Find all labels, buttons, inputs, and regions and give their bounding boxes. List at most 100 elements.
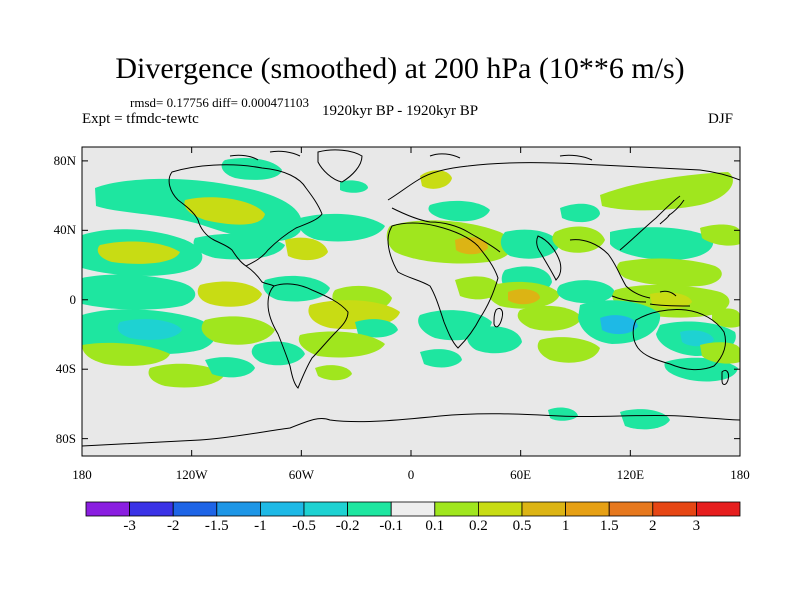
map-title: Divergence (smoothed) at 200 hPa (10**6 … <box>115 52 685 85</box>
anomaly-blob <box>251 341 305 366</box>
anomaly-blob <box>197 281 262 307</box>
axis-ticks <box>81 147 741 456</box>
coastline-indonesia <box>611 290 691 307</box>
coastline-southeast-asia <box>569 239 651 299</box>
coastline-australia <box>632 309 727 371</box>
anomaly-blob <box>201 316 275 345</box>
anomaly-blob <box>315 365 352 381</box>
coastline-madagascar <box>493 307 503 328</box>
anomaly-blob <box>117 319 182 340</box>
colorbar-swatch <box>565 501 610 517</box>
coastline-europe-asia <box>387 162 740 201</box>
coastline-arctic-islands <box>229 150 593 161</box>
anomaly-blob <box>221 158 282 180</box>
anomaly-blob <box>700 342 740 364</box>
x-tick-label: 180 <box>72 467 92 482</box>
anomaly-blob <box>82 342 170 366</box>
colorbar-swatch <box>172 501 218 517</box>
colorbar-swatch <box>216 501 261 517</box>
coastline-antarctica <box>82 413 740 447</box>
anomaly-blob <box>82 274 196 310</box>
coastline-central-america <box>245 265 275 287</box>
anomaly-blob <box>620 409 670 430</box>
colorbar-label: -0.1 <box>379 518 404 534</box>
coastline-india <box>536 235 562 281</box>
anomaly-blob <box>298 213 385 242</box>
anomaly-blob <box>600 315 638 335</box>
colorbar-swatch <box>303 501 348 517</box>
anomaly-blob <box>548 407 578 421</box>
anomaly-blob <box>148 363 225 388</box>
colorbar-label: 0.2 <box>469 518 488 534</box>
colorbar-label: 0.1 <box>425 518 445 534</box>
anomaly-blob <box>420 349 462 368</box>
colorbar-swatch <box>129 501 174 517</box>
season-label: DJF <box>708 111 734 127</box>
y-tick-label: 0 <box>69 291 77 307</box>
colorbar-swatch <box>652 501 697 517</box>
colorbar-swatch <box>259 501 305 517</box>
colorbar-swatch <box>85 501 130 517</box>
colorbar-swatch <box>434 501 479 517</box>
x-tick-label: 180 <box>730 467 750 482</box>
anomaly-blob <box>508 289 540 305</box>
x-tick-label: 120E <box>616 467 645 482</box>
x-tick-label: 0 <box>407 467 415 482</box>
anomaly-blob <box>340 180 368 193</box>
colorbar-swatch <box>390 501 436 517</box>
anomaly-blob <box>428 200 490 222</box>
colorbar-label: 3 <box>692 518 701 534</box>
colorbar-swatch <box>477 501 523 517</box>
anomaly-blob <box>650 292 692 309</box>
colorbar-swatch <box>521 501 566 517</box>
colorbar-swatch <box>696 501 741 517</box>
colorbar-label: -1 <box>254 518 267 534</box>
anomaly-blob <box>97 241 180 264</box>
colorbar-label: -3 <box>123 518 136 534</box>
colorbar <box>85 501 741 517</box>
coastline-north-america <box>168 164 323 267</box>
x-tick-label: 60E <box>510 467 532 482</box>
anomaly-blob <box>455 237 488 255</box>
anomaly-blob <box>557 280 615 304</box>
y-tick-label: 80N <box>53 152 76 168</box>
coastline-japan <box>659 199 685 225</box>
anomaly-blob <box>517 305 582 331</box>
colorbar-label: 1 <box>561 518 570 534</box>
colorbar-label: 1.5 <box>599 518 619 534</box>
colorbar-label: 0.5 <box>512 518 532 534</box>
anomaly-blob <box>560 203 600 223</box>
experiment-label: Expt = tfmdc-tewtc <box>82 111 199 127</box>
y-tick-label: 80S <box>55 430 76 446</box>
anomaly-blob <box>298 331 385 358</box>
stats-text: rmsd= 0.17756 diff= 0.000471103 <box>130 95 309 110</box>
anomaly-blob <box>700 224 740 246</box>
coastline-greenland <box>317 149 363 183</box>
anomaly-blob <box>205 357 255 378</box>
anomaly-blob <box>600 172 733 211</box>
coastline-africa <box>387 222 499 349</box>
anomaly-blob <box>680 330 714 347</box>
anomaly-blob <box>467 326 522 354</box>
anomaly-blob <box>184 197 265 225</box>
colorbar-swatch <box>347 501 392 517</box>
y-tick-label: 40N <box>53 222 76 238</box>
anomaly-blob <box>617 258 722 287</box>
anomaly-blob <box>193 233 285 260</box>
x-tick-label: 120W <box>175 467 208 482</box>
period-label: 1920kyr BP - 1920kyr BP <box>322 103 479 119</box>
coastline-east-asia <box>619 195 681 251</box>
anomaly-blob <box>285 237 328 261</box>
colorbar-label: -0.5 <box>292 518 316 534</box>
coastlines <box>82 149 740 447</box>
colorbar-swatch <box>608 501 654 517</box>
colorbar-label: -0.2 <box>335 518 360 534</box>
colorbar-label: -2 <box>166 518 180 534</box>
coastline-new-zealand <box>721 369 729 385</box>
anomaly-blob <box>355 319 398 338</box>
anomaly-blob <box>263 275 330 302</box>
anomaly-blob <box>712 308 740 328</box>
colorbar-label: 2 <box>649 518 657 534</box>
colorbar-label: -1.5 <box>204 518 229 534</box>
